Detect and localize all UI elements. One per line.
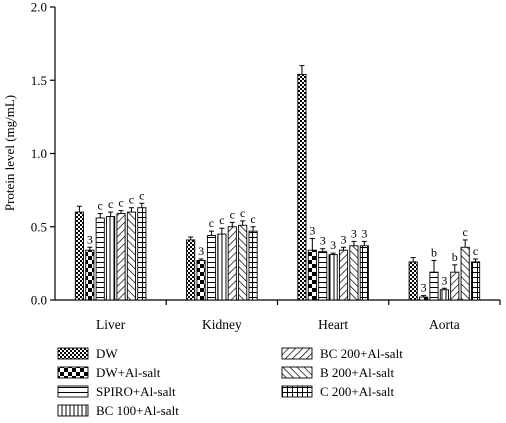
bar [460, 246, 470, 301]
significance-label: 3 [441, 273, 447, 287]
bar [419, 296, 429, 301]
significance-label: c [98, 199, 103, 213]
bar [217, 233, 227, 301]
legend-label: BC 200+Al-salt [320, 346, 403, 361]
significance-label: c [108, 197, 113, 211]
significance-label: 3 [351, 226, 357, 240]
legend-swatch [281, 347, 313, 360]
legend-swatch [281, 366, 313, 379]
significance-label: 3 [320, 234, 326, 248]
significance-label: 3 [330, 238, 336, 252]
bar [248, 230, 258, 301]
bar [318, 251, 328, 301]
significance-label: c [230, 207, 235, 221]
significance-label: 3 [309, 223, 315, 237]
significance-label: b [431, 245, 437, 259]
bar [126, 211, 136, 301]
bar [116, 213, 126, 301]
significance-label: c [118, 196, 123, 210]
significance-label: c [129, 193, 134, 207]
bar [328, 254, 338, 301]
significance-label: 3 [421, 281, 427, 295]
legend-swatch [57, 347, 89, 360]
legend-swatch [57, 385, 89, 398]
significance-label: c [473, 244, 478, 258]
significance-label: c [463, 225, 468, 239]
legend-label: BC 100+Al-salt [96, 403, 179, 418]
bar [429, 271, 439, 301]
bar [227, 226, 237, 301]
bar [338, 249, 349, 301]
y-tick-label: 0.5 [31, 219, 47, 234]
x-tick-label: Aorta [429, 317, 460, 332]
bar [206, 235, 217, 301]
bar [196, 259, 206, 301]
bar [450, 271, 460, 301]
bar [439, 289, 449, 301]
legend-swatch [57, 404, 89, 417]
significance-label: c [209, 216, 214, 230]
bar [408, 261, 418, 301]
y-tick-label: 1.0 [31, 146, 47, 161]
bar [349, 245, 359, 301]
bar [307, 249, 317, 301]
significance-label: 3 [87, 232, 93, 246]
x-tick-label: Heart [318, 317, 348, 332]
bar [85, 249, 95, 301]
legend-swatch [281, 385, 313, 398]
legend-label: B 200+Al-salt [320, 365, 395, 380]
x-tick-label: Liver [96, 317, 126, 332]
bar [297, 73, 307, 301]
significance-label: c [240, 206, 245, 220]
y-tick-label: 2.0 [31, 0, 47, 15]
significance-label: b [452, 250, 458, 264]
significance-label: c [139, 188, 144, 202]
significance-label: 3 [341, 232, 347, 246]
legend-label: SPIRO+Al-salt [96, 384, 176, 399]
legend-label: DW+Al-salt [96, 365, 161, 380]
x-tick-label: Kidney [202, 317, 242, 332]
bar [74, 211, 84, 301]
bar [471, 261, 481, 301]
y-tick-label: 0.0 [31, 293, 47, 308]
bar [106, 216, 116, 301]
significance-label: c [250, 212, 255, 226]
bar [238, 224, 248, 301]
legend-label: DW [96, 346, 118, 361]
significance-label: 3 [361, 226, 367, 240]
y-tick-label: 1.5 [31, 73, 47, 88]
legend-label: C 200+Al-salt [320, 384, 395, 399]
bar [359, 245, 369, 301]
legend-swatch [57, 366, 89, 379]
bar [137, 207, 147, 301]
significance-label: c [219, 213, 224, 227]
significance-label: 3 [198, 244, 204, 258]
y-axis-label: Protein level (mg/mL) [2, 95, 17, 211]
legend: DW DW+Al-salt SPIRO+Al-salt BC 100+Al-salt B… [57, 346, 403, 418]
bar [95, 217, 105, 301]
bar [186, 239, 196, 301]
